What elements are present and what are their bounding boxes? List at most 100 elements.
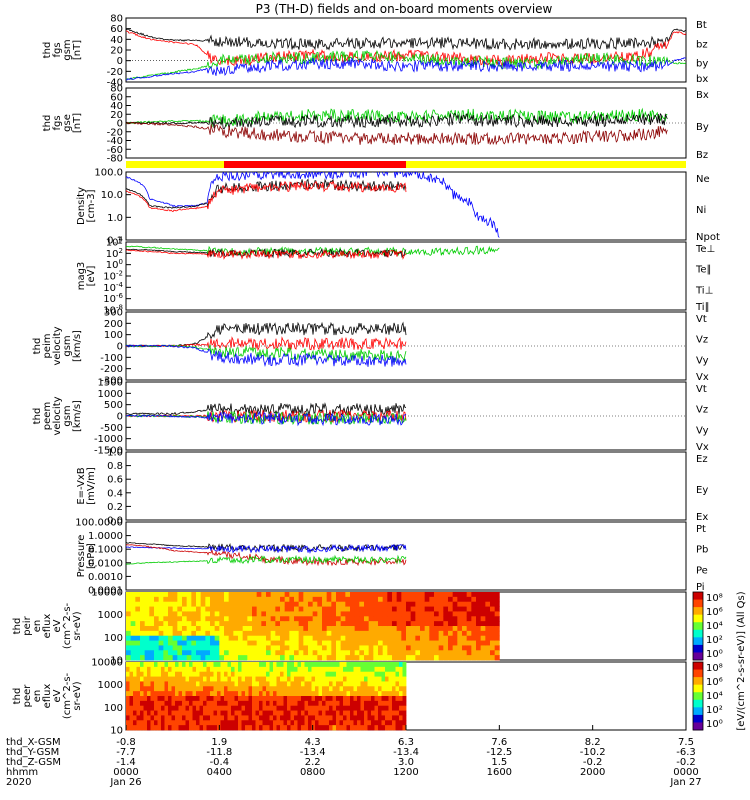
ylabel-line: sr-eV) bbox=[72, 681, 83, 710]
colorbar-tick: 10⁸ bbox=[706, 663, 723, 674]
ytick-label: -200 bbox=[100, 364, 123, 375]
legend-entry: Ni bbox=[696, 205, 706, 216]
ytick-label: 0 bbox=[117, 412, 123, 423]
series-line-Vz bbox=[126, 409, 407, 424]
ytick-label: -40 bbox=[107, 136, 123, 147]
legend-entry: Bt bbox=[696, 20, 707, 31]
ylabel-line: peer bbox=[22, 684, 33, 708]
colorbar-tick: 10⁶ bbox=[706, 677, 723, 688]
ylabel-line: gse bbox=[62, 114, 73, 132]
xaxis-value: -0.4 bbox=[210, 757, 230, 768]
xaxis-value: -10.2 bbox=[580, 747, 606, 758]
legend-entry: Pi bbox=[696, 582, 705, 593]
series-line-by bbox=[126, 49, 686, 80]
ylabel-line: thd bbox=[32, 408, 43, 425]
colorbar-tick: 10² bbox=[706, 635, 723, 646]
legend-entry: Bz bbox=[696, 150, 708, 161]
legend-entry: Ne bbox=[696, 174, 710, 185]
spectrogram-cells bbox=[126, 662, 407, 731]
ytick-label: -1500 bbox=[94, 446, 123, 457]
series-line-Te∥ bbox=[126, 247, 407, 259]
xaxis-value: -0.8 bbox=[116, 737, 136, 748]
ytick-label: 100 bbox=[104, 330, 123, 341]
ytick-label: 100 bbox=[104, 703, 123, 714]
ylabel-line: eV bbox=[52, 619, 63, 632]
ylabel-line: [nT] bbox=[72, 113, 83, 133]
ytick-label: 300 bbox=[104, 308, 123, 319]
ytick-label: 10000 bbox=[91, 588, 123, 599]
colorbar-tick: 10⁰ bbox=[706, 649, 723, 660]
ylabel-line: Pressure bbox=[76, 535, 87, 578]
x-axis: thd_X-GSM -0.8 1.9 4.3 6.3 7.6 8.2 7.5 thd_Y-GSM… bbox=[6, 725, 702, 788]
series-line-Te⊥ bbox=[126, 249, 407, 260]
ytick-label: -300 bbox=[100, 376, 123, 387]
xaxis-value: 0000 bbox=[673, 767, 698, 778]
ytick-label: -100 bbox=[100, 353, 123, 364]
xaxis-value: 2.2 bbox=[305, 757, 321, 768]
xaxis-date: Jan 26 bbox=[109, 777, 141, 788]
ytick-label: 500 bbox=[104, 400, 123, 411]
series-line-Bz bbox=[126, 121, 668, 146]
legend-entry: Ez bbox=[696, 454, 708, 465]
ylabel-line: en bbox=[32, 620, 43, 633]
ylabel-line: peir bbox=[22, 615, 33, 635]
ylabel-line: gsm bbox=[62, 335, 73, 356]
xaxis-value: -1.4 bbox=[116, 757, 136, 768]
ylabel-line: thd bbox=[42, 42, 53, 59]
colorbar-tick: 10⁴ bbox=[706, 691, 723, 702]
ytick-label: 0.1 bbox=[107, 236, 123, 247]
xaxis-value: 7.5 bbox=[678, 737, 694, 748]
ytick-label: -1000 bbox=[94, 434, 123, 445]
colorbar-label: [eV/(cm^2-s-sr-eV)] (All Qs) bbox=[736, 591, 747, 730]
ytick-label: -20 bbox=[107, 67, 123, 78]
series-line-Vz bbox=[126, 336, 407, 352]
ytick-label: 80 bbox=[110, 84, 123, 95]
panel-efield: 1.0 0.8 0.6 0.4 0.2 0.0 E=-VxB [mV/m] Ez Ey Ex bbox=[76, 448, 708, 527]
ylabel-line: (cm^2-s- bbox=[62, 602, 73, 649]
legend-entry: Pb bbox=[696, 545, 708, 556]
legend-entry: Vy bbox=[696, 355, 709, 366]
ytick-label: 200 bbox=[104, 319, 123, 330]
series-line-Vy bbox=[126, 344, 407, 363]
ylabel-line: thd bbox=[32, 338, 43, 355]
ytick-label: 0.8 bbox=[107, 461, 123, 472]
legend-entry: Vz bbox=[696, 335, 708, 346]
xaxis-value: -13.4 bbox=[300, 747, 326, 758]
series-line-bx bbox=[126, 57, 686, 81]
xaxis-value: 6.3 bbox=[398, 737, 414, 748]
xaxis-value: 2000 bbox=[580, 767, 605, 778]
ylabel-line: fgs bbox=[52, 42, 63, 57]
colorbar-tick: 10⁰ bbox=[706, 719, 723, 730]
ytick-label: 1.0000 bbox=[88, 531, 123, 542]
legend-entry: bx bbox=[696, 74, 708, 85]
ytick-label: 10.0 bbox=[101, 190, 123, 201]
ytick-label: 0 bbox=[117, 342, 123, 353]
ylabel-line: sr-eV) bbox=[72, 611, 83, 640]
series-line-Bt bbox=[126, 28, 686, 51]
ytick-label: 100 bbox=[104, 633, 123, 644]
series-line-Pi bbox=[126, 543, 407, 555]
ytick-label: 0 bbox=[117, 56, 123, 67]
ytick-label: 60 bbox=[110, 24, 123, 35]
xaxis-value: -11.8 bbox=[206, 747, 232, 758]
xaxis-row-name: 2020 bbox=[6, 777, 31, 788]
ylabel-line: velocity bbox=[52, 396, 63, 435]
ytick-label: 40 bbox=[110, 101, 123, 112]
ylabel-line: en bbox=[32, 690, 43, 703]
ytick-label: 100.0000 bbox=[75, 518, 123, 529]
legend-entry: Vt bbox=[696, 384, 707, 395]
legend-entry: Vt bbox=[696, 314, 707, 325]
xaxis-value: 8.2 bbox=[585, 737, 601, 748]
xaxis-value: -12.5 bbox=[486, 747, 512, 758]
series-line-By bbox=[126, 107, 668, 128]
xaxis-value: 4.3 bbox=[305, 737, 321, 748]
panel-density: 100.0 10.0 1.0 0.1 Density [cm-3] Ne Ni Npot bbox=[76, 168, 720, 247]
ytick-label: 0.0001 bbox=[88, 586, 123, 597]
ylabel-line: [nPa] bbox=[86, 543, 97, 569]
xaxis-value: -7.7 bbox=[116, 747, 136, 758]
series-line-Vt bbox=[126, 402, 407, 417]
legend-entry: Ex bbox=[696, 512, 708, 523]
legend-entry: by bbox=[696, 59, 708, 70]
panel-ion_spec: 10000 1000 100 10 thd peir en eflux eV (cm^2-s-sr… bbox=[12, 588, 687, 667]
